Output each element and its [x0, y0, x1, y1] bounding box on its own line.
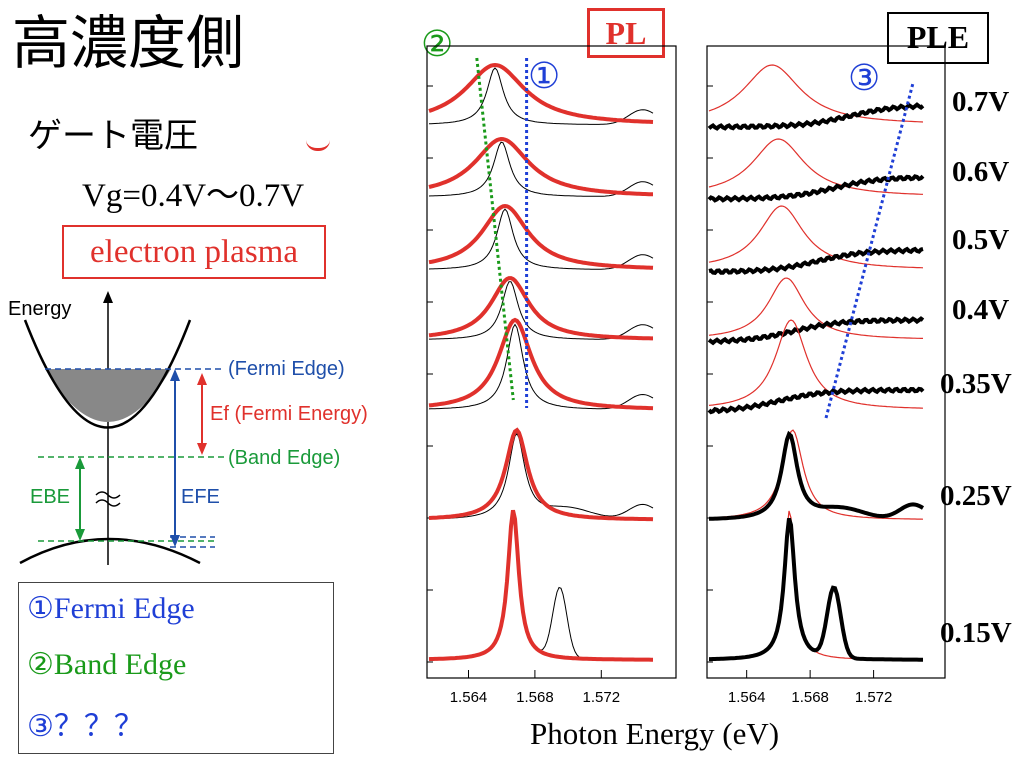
- ebe-arrow-up-icon: [75, 457, 85, 469]
- fermi-edge-label: (Fermi Edge): [228, 358, 345, 380]
- axis-break-icon: [95, 491, 121, 507]
- ple-curve-0.25V: [709, 430, 925, 521]
- marker-three: ③: [848, 58, 881, 99]
- x-axis-title: Photon Energy (eV): [530, 716, 780, 751]
- pl-curve-thin-0.15V: [708, 510, 923, 661]
- pl-curve-0.35V: [428, 317, 654, 411]
- pl-curve-0.25V: [428, 427, 654, 522]
- ef-label: Ef (Fermi Energy): [210, 403, 368, 425]
- ple-curve-thin-0.4V: [429, 281, 654, 340]
- voltage-label-0.15: 0.15V: [940, 617, 1012, 649]
- gate-voltage-label: ゲート電圧: [28, 116, 198, 156]
- pl-tag: PL: [587, 8, 665, 58]
- legend-band-edge: ②Band Edge: [27, 648, 187, 681]
- valence-band: [19, 537, 201, 565]
- pl-curve-0.5V: [428, 203, 654, 270]
- energy-arrow-icon: [103, 291, 113, 303]
- x-tick-label: 1.568: [791, 689, 829, 706]
- third-guide: [824, 81, 915, 419]
- ef-arrow-up-icon: [197, 373, 207, 385]
- x-tick-label: 1.568: [516, 689, 554, 706]
- electron-plasma-box: electron plasma: [62, 225, 326, 279]
- pl-curve-thin-0.4V: [708, 277, 923, 339]
- ple-curve-thin-0.5V: [428, 208, 654, 270]
- vg-range: Vg=0.4V～0.7V: [82, 178, 305, 214]
- efe-label: EFE: [181, 486, 220, 508]
- voltage-label-0.4: 0.4V: [952, 294, 1010, 326]
- x-tick-label: 1.564: [728, 689, 766, 706]
- ple-curve-0.4V: [707, 316, 925, 346]
- legend-box: ①Fermi Edge ②Band Edge ③？？？: [18, 582, 334, 754]
- ple-curve-thin-0.15V: [429, 517, 653, 661]
- band-diagram: Energy (Fermi Edge) (Band Edge) Ef (Ferm…: [8, 291, 368, 565]
- ple-curve-0.7V: [707, 102, 925, 131]
- voltage-label-0.7: 0.7V: [952, 86, 1010, 118]
- marker-two: ②: [421, 24, 454, 65]
- pl-curve-0.7V: [428, 62, 654, 124]
- pl-curve-0.6V: [428, 136, 653, 197]
- ple-curve-thin-0.25V: [429, 432, 654, 520]
- page-title: 高濃度側: [12, 9, 245, 77]
- legend-fermi-edge: ①Fermi Edge: [27, 592, 195, 625]
- band-edge-label: (Band Edge): [228, 447, 340, 469]
- ebe-label: EBE: [30, 486, 70, 508]
- voltage-label-0.5: 0.5V: [952, 224, 1010, 256]
- voltage-label-0.6: 0.6V: [952, 156, 1010, 188]
- pl-curve-thin-0.5V: [708, 205, 924, 269]
- x-tick-label: 1.572: [855, 689, 893, 706]
- ple-curve-0.15V: [709, 517, 923, 662]
- pl-curve-thin-0.6V: [708, 138, 923, 195]
- ple-tag: PLE: [887, 12, 989, 64]
- x-tick-label: 1.564: [450, 689, 488, 706]
- ple-curve-0.6V: [707, 174, 925, 203]
- x-tick-label: 1.572: [583, 689, 621, 706]
- pl-curve-0.15V: [428, 509, 653, 662]
- legend-unknown: ③？？？: [27, 710, 144, 743]
- energy-label: Energy: [8, 298, 71, 320]
- pl-curve-0.4V: [428, 276, 653, 341]
- pl-curve-thin-0.25V: [708, 429, 924, 520]
- marker-one: ①: [528, 56, 561, 97]
- plot-frame-PL: [426, 45, 677, 679]
- voltage-label-0.25: 0.25V: [940, 480, 1012, 512]
- plot-frame-PLE: [706, 45, 946, 679]
- pl-curve-thin-0.35V: [708, 319, 924, 409]
- ple-curve-thin-0.7V: [429, 67, 654, 125]
- ple-curve-0.35V: [707, 386, 925, 415]
- voltage-label-0.35: 0.35V: [940, 368, 1012, 400]
- ple-curve-thin-0.6V: [428, 141, 654, 197]
- efe-arrow-up-icon: [170, 369, 180, 381]
- ple-curve-0.5V: [708, 246, 924, 276]
- efe-arrow-down-icon: [170, 535, 180, 547]
- pl-curve-thin-0.7V: [708, 64, 924, 123]
- filled-band: [45, 369, 171, 422]
- ebe-arrow-down-icon: [75, 529, 85, 541]
- red-mark: [306, 140, 330, 151]
- ef-arrow-down-icon: [197, 443, 207, 455]
